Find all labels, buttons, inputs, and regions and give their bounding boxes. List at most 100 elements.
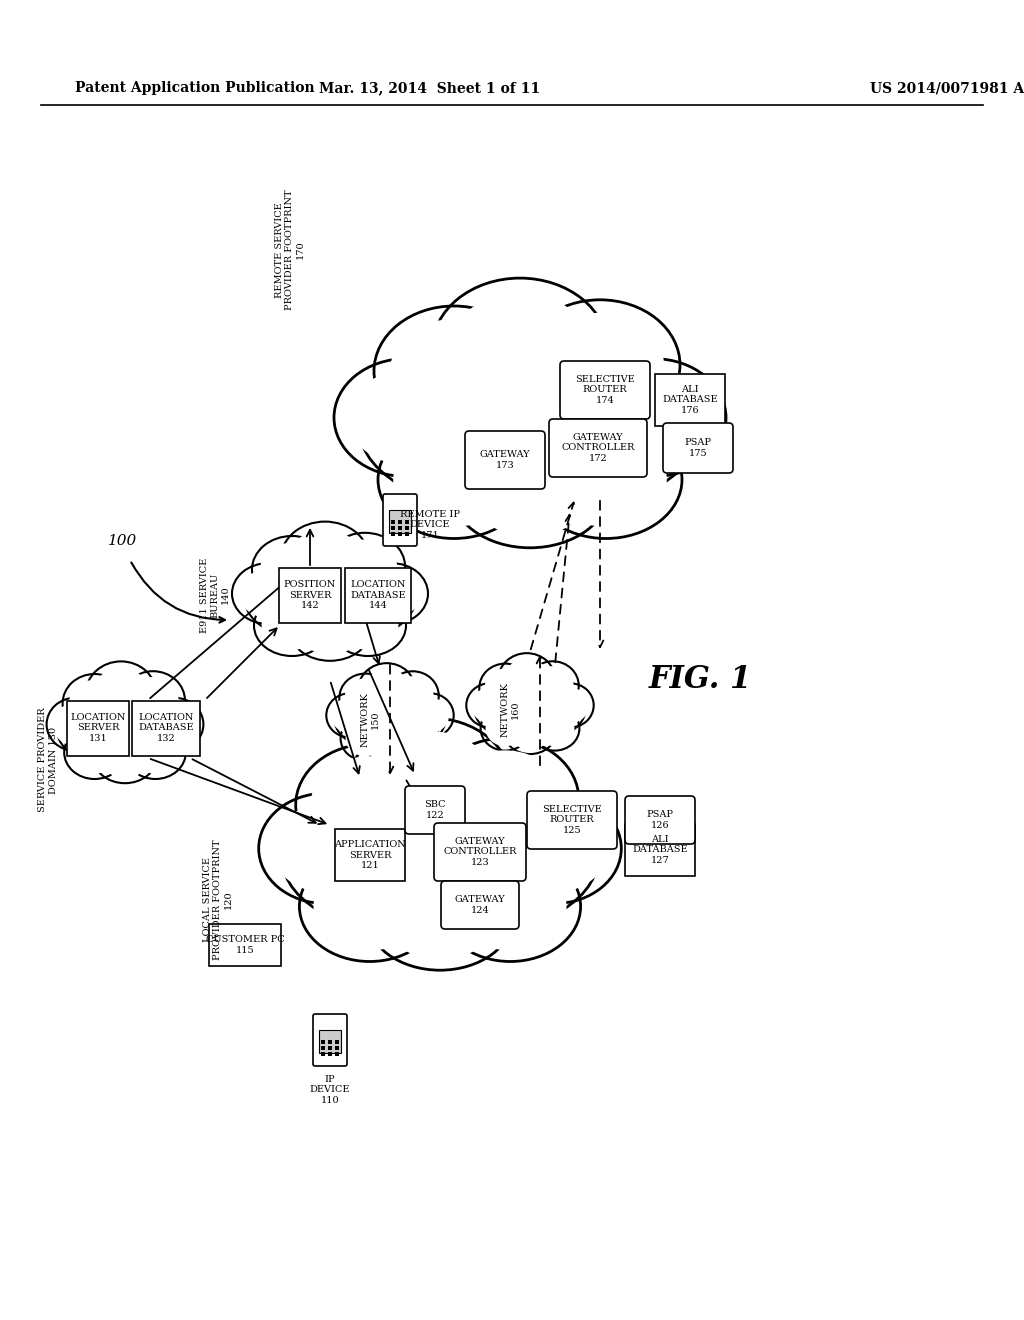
Ellipse shape <box>471 688 509 723</box>
Ellipse shape <box>530 706 580 751</box>
Bar <box>391 525 395 531</box>
Ellipse shape <box>366 731 496 838</box>
Ellipse shape <box>298 606 362 655</box>
Ellipse shape <box>466 442 594 536</box>
Ellipse shape <box>145 698 204 751</box>
Ellipse shape <box>484 668 526 708</box>
Ellipse shape <box>378 421 530 539</box>
Ellipse shape <box>393 433 515 527</box>
Ellipse shape <box>485 711 525 746</box>
FancyBboxPatch shape <box>319 1030 341 1053</box>
FancyBboxPatch shape <box>625 796 695 843</box>
Bar <box>406 520 409 524</box>
FancyBboxPatch shape <box>527 791 617 849</box>
Text: NETWORK
150: NETWORK 150 <box>360 693 380 747</box>
Ellipse shape <box>407 693 454 738</box>
FancyBboxPatch shape <box>132 701 200 755</box>
FancyBboxPatch shape <box>663 422 733 473</box>
Ellipse shape <box>392 676 433 715</box>
Ellipse shape <box>360 345 700 515</box>
FancyBboxPatch shape <box>625 824 695 876</box>
Ellipse shape <box>292 788 588 932</box>
Ellipse shape <box>99 735 151 777</box>
FancyBboxPatch shape <box>441 880 519 929</box>
Text: APPLICATION
SERVER
121: APPLICATION SERVER 121 <box>334 840 406 870</box>
Ellipse shape <box>479 664 531 713</box>
Ellipse shape <box>345 721 385 756</box>
Ellipse shape <box>498 653 555 706</box>
Ellipse shape <box>330 595 406 656</box>
Text: FIG. 1: FIG. 1 <box>648 664 752 696</box>
Text: GATEWAY
173: GATEWAY 173 <box>479 450 530 470</box>
Ellipse shape <box>283 780 597 940</box>
Ellipse shape <box>530 421 682 539</box>
Ellipse shape <box>65 726 125 779</box>
Ellipse shape <box>339 673 391 722</box>
Ellipse shape <box>62 675 127 733</box>
Ellipse shape <box>299 851 440 961</box>
Ellipse shape <box>232 564 304 624</box>
Text: LOCATION
DATABASE
144: LOCATION DATABASE 144 <box>350 579 406 610</box>
Ellipse shape <box>344 678 386 718</box>
Ellipse shape <box>240 569 297 618</box>
Bar <box>398 520 402 524</box>
Ellipse shape <box>252 536 332 603</box>
Ellipse shape <box>358 663 416 717</box>
Bar <box>328 1052 332 1056</box>
FancyBboxPatch shape <box>345 568 411 623</box>
Bar <box>335 1045 339 1049</box>
Ellipse shape <box>52 704 98 746</box>
Text: IP
DEVICE
110: IP DEVICE 110 <box>309 1074 350 1105</box>
Text: SELECTIVE
ROUTER
174: SELECTIVE ROUTER 174 <box>575 375 635 405</box>
Text: ALI
DATABASE
176: ALI DATABASE 176 <box>663 385 718 414</box>
Text: PSAP
175: PSAP 175 <box>684 438 712 458</box>
FancyBboxPatch shape <box>434 822 526 880</box>
Ellipse shape <box>259 793 392 903</box>
Ellipse shape <box>338 690 442 748</box>
Ellipse shape <box>245 556 415 644</box>
Bar <box>406 532 409 536</box>
Ellipse shape <box>504 710 556 754</box>
Ellipse shape <box>454 862 566 950</box>
Ellipse shape <box>480 706 530 751</box>
Ellipse shape <box>370 352 690 507</box>
Text: Mar. 13, 2014  Sheet 1 of 11: Mar. 13, 2014 Sheet 1 of 11 <box>319 81 541 95</box>
Ellipse shape <box>431 738 579 861</box>
Ellipse shape <box>412 698 449 733</box>
Ellipse shape <box>466 684 513 727</box>
Text: US 2014/0071981 A1: US 2014/0071981 A1 <box>870 81 1024 95</box>
Ellipse shape <box>47 698 104 751</box>
Bar <box>391 532 395 536</box>
Ellipse shape <box>520 300 680 430</box>
FancyBboxPatch shape <box>560 360 650 418</box>
Ellipse shape <box>450 292 591 407</box>
Bar <box>398 525 402 531</box>
Ellipse shape <box>356 564 428 624</box>
Ellipse shape <box>331 698 369 733</box>
Ellipse shape <box>381 871 500 960</box>
Ellipse shape <box>370 725 411 760</box>
Ellipse shape <box>445 750 564 847</box>
Ellipse shape <box>333 540 397 593</box>
Ellipse shape <box>272 804 379 892</box>
Bar <box>335 1052 339 1056</box>
Text: NETWORK
160: NETWORK 160 <box>501 682 520 738</box>
Bar <box>335 1040 339 1044</box>
Ellipse shape <box>395 721 434 756</box>
Text: PSAP
126: PSAP 126 <box>646 810 674 830</box>
Ellipse shape <box>250 560 410 640</box>
Ellipse shape <box>261 602 323 649</box>
Bar <box>328 1045 332 1049</box>
Ellipse shape <box>296 744 443 866</box>
Bar <box>328 1040 332 1044</box>
FancyBboxPatch shape <box>465 432 545 488</box>
Ellipse shape <box>125 726 185 779</box>
Text: Patent Application Publication: Patent Application Publication <box>75 81 314 95</box>
Text: 100: 100 <box>108 535 137 548</box>
Ellipse shape <box>390 717 439 760</box>
Text: ALI
DATABASE
127: ALI DATABASE 127 <box>632 836 688 865</box>
FancyBboxPatch shape <box>655 374 725 426</box>
Ellipse shape <box>57 692 193 768</box>
FancyBboxPatch shape <box>383 494 417 546</box>
Ellipse shape <box>547 684 594 727</box>
